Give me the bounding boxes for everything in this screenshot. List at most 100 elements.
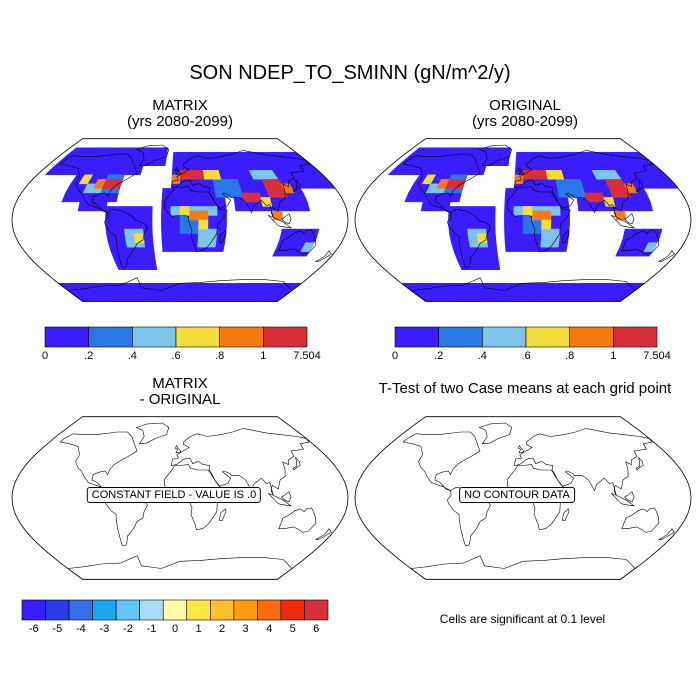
coastline-australia [278, 229, 317, 255]
deposition-cell [522, 151, 531, 162]
colorbar-box [92, 599, 117, 621]
deposition-cell [187, 170, 197, 180]
colorbar-box [44, 326, 89, 348]
deposition-cell [577, 201, 589, 212]
colorbar-tick-label: 0 [171, 623, 179, 635]
deposition-cell [516, 292, 524, 302]
deposition-cell [124, 228, 135, 239]
coastline-greenland [478, 144, 513, 167]
deposition-cell [550, 228, 561, 239]
coastline-africa [506, 186, 571, 252]
coastline-indonesia [610, 492, 635, 507]
colorbar-tick-label: -6 [28, 623, 39, 635]
original-map [354, 138, 692, 302]
significance-text: Cells are significant at 0.1 level [439, 612, 606, 626]
deposition-cell [557, 242, 569, 252]
deposition-cell [504, 242, 515, 252]
deposition-cell [476, 206, 487, 216]
map-border [354, 138, 692, 302]
colorbar-box [21, 599, 46, 621]
deposition-cell [540, 228, 552, 239]
deposition-cell [173, 292, 181, 302]
matrix-title-line1: MATRIX [152, 97, 208, 114]
coastline-samerica [104, 208, 148, 269]
coastline-japan [635, 179, 644, 193]
deposition-cell [513, 188, 524, 198]
deposition-cell [161, 242, 172, 252]
deposition-cell [522, 197, 533, 207]
deposition-cell [133, 206, 144, 216]
deposition-cell [549, 197, 561, 207]
deposition-cell [541, 210, 552, 221]
deposition-cell [161, 233, 172, 243]
deposition-cell [179, 151, 188, 162]
deposition-cell [179, 215, 190, 225]
deposition-cell [540, 237, 551, 248]
deposition-cell [467, 228, 478, 239]
deposition-cell [123, 215, 134, 225]
matrix-title-line2: (yrs 2080-2099) [127, 113, 233, 130]
difference-colorbar [21, 599, 329, 621]
original-panel-title: ORIGINAL (yrs 2080-2099) [425, 98, 625, 130]
difference-title-line2: - ORIGINAL [139, 391, 221, 408]
colorbar-box [482, 326, 527, 348]
coastline-newzealand [657, 250, 675, 262]
deposition-cell [179, 197, 190, 207]
deposition-cell [476, 215, 486, 225]
deposition-cell [142, 233, 154, 243]
coastline-borneo [624, 491, 635, 502]
deposition-cell [541, 219, 552, 230]
deposition-cell [207, 228, 218, 239]
deposition-cell [513, 242, 524, 252]
colorbar-tick-label: .2 [434, 350, 444, 362]
deposition-cell [476, 233, 488, 243]
deposition-cell [468, 237, 480, 248]
deposition-cell [179, 206, 190, 216]
colorbar-box [45, 599, 70, 621]
colorbar-tick-label: 5 [289, 623, 296, 635]
coastline-namerica [59, 153, 138, 214]
deposition-cell [234, 201, 246, 212]
deposition-cell [214, 242, 226, 252]
deposition-cell [161, 224, 172, 234]
deposition-cell [531, 233, 542, 243]
deposition-cell [260, 197, 273, 207]
deposition-cell [559, 224, 570, 234]
deposition-cell [189, 210, 199, 221]
colorbar-box [162, 599, 188, 621]
coastline-africa [163, 186, 228, 252]
colorbar-tick-label: .8 [215, 350, 225, 362]
coastline-europe_asia [171, 150, 310, 218]
deposition-cell [485, 206, 496, 216]
deposition-cell [179, 242, 190, 252]
deposition-cell [513, 197, 524, 207]
colorbar-box [304, 599, 329, 621]
deposition-cell [145, 251, 156, 261]
deposition-cell [187, 179, 198, 189]
deposition-cell [170, 242, 181, 252]
deposition-cell [161, 188, 172, 198]
deposition-cell [448, 215, 459, 225]
deposition-cell [198, 219, 209, 230]
constant-field-note: CONSTANT FIELD - VALUE IS .0 [86, 487, 262, 503]
colorbar-box [525, 326, 570, 348]
deposition-cell [513, 233, 524, 243]
coastline-borneo [624, 213, 635, 224]
deposition-cell [142, 206, 153, 216]
colorbar-box [613, 326, 658, 348]
original-title-line1: ORIGINAL [489, 97, 561, 114]
deposition-cell [514, 174, 524, 185]
deposition-cell [114, 215, 125, 225]
deposition-cell [170, 197, 181, 207]
deposition-cell [179, 292, 187, 302]
colorbar-tick-label: .2 [84, 350, 94, 362]
matrix-panel-title: MATRIX (yrs 2080-2099) [80, 98, 280, 130]
deposition-cell [510, 292, 518, 302]
coastline-australia [278, 507, 317, 533]
deposition-cell [105, 215, 116, 225]
coastline-australia [621, 507, 660, 533]
coastline-newzealand [314, 528, 332, 540]
colorbar-tick-label: -4 [75, 623, 86, 635]
map-border [11, 416, 349, 580]
deposition-cell [615, 210, 626, 221]
